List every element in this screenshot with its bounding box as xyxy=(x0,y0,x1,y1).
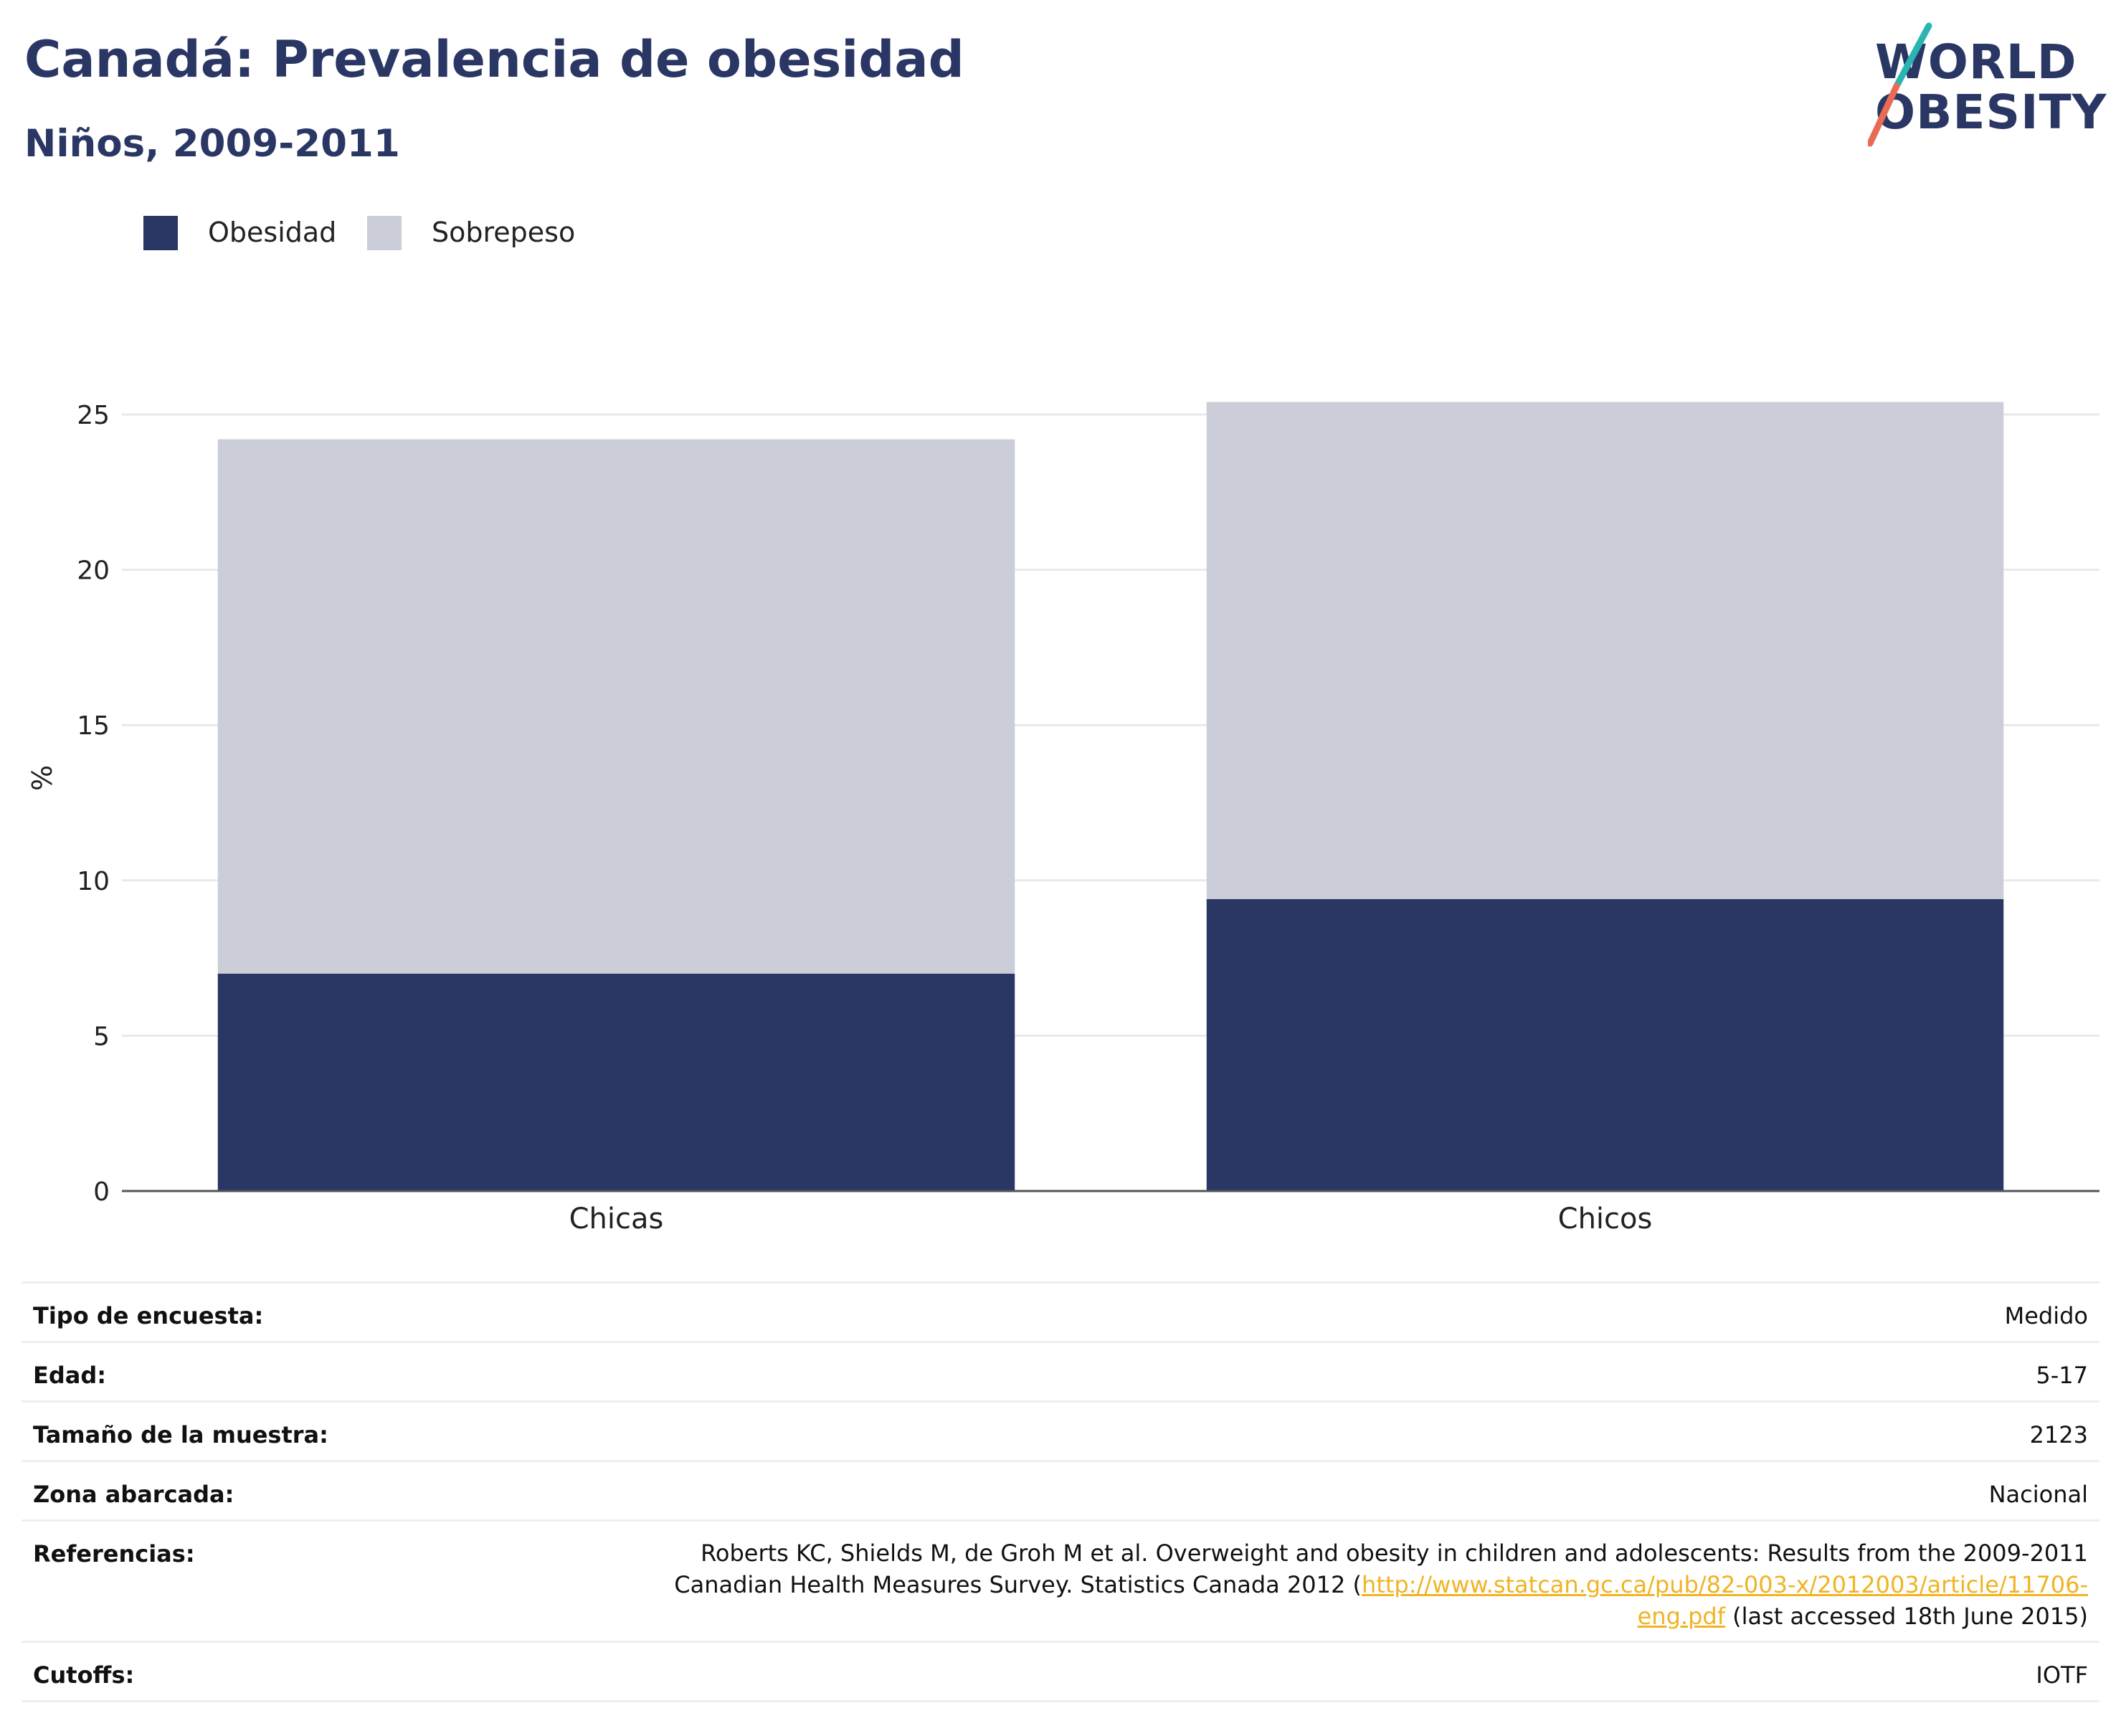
meta-value: IOTF xyxy=(2036,1661,2088,1689)
references-text: Roberts KC, Shields M, de Groh M et al. … xyxy=(618,1537,2088,1632)
logo-word-obesity: OBESITY xyxy=(1875,85,2107,140)
legend-swatch-obesidad xyxy=(143,216,178,250)
meta-row-cutoffs: Cutoffs: IOTF xyxy=(22,1641,2099,1702)
y-tick-label: 25 xyxy=(77,401,110,430)
bar-sobrepeso-chicas xyxy=(217,439,1015,974)
legend-label-obesidad: Obesidad xyxy=(208,217,337,248)
meta-key: Zona abarcada: xyxy=(33,1481,234,1508)
meta-value: Nacional xyxy=(1988,1481,2088,1508)
meta-key: Referencias: xyxy=(33,1540,195,1567)
meta-row-zona: Zona abarcada: Nacional xyxy=(22,1460,2099,1519)
meta-key: Cutoffs: xyxy=(33,1661,135,1689)
y-tick-label: 15 xyxy=(77,711,110,741)
bar-obesidad-chicas xyxy=(217,973,1015,1191)
x-tick-label: Chicos xyxy=(1558,1203,1653,1235)
world-obesity-logo: WORLD OBESITY xyxy=(1868,22,2107,151)
y-tick-label: 0 xyxy=(93,1177,110,1207)
meta-value: Medido xyxy=(2004,1302,2088,1329)
bar-sobrepeso-chicos xyxy=(1206,402,2004,899)
y-axis-label: % xyxy=(27,765,58,791)
meta-row-muestra: Tamaño de la muestra: 2123 xyxy=(22,1400,2099,1460)
meta-row-tipo: Tipo de encuesta: Medido xyxy=(22,1281,2099,1341)
y-tick-label: 20 xyxy=(77,556,110,586)
meta-key: Tamaño de la muestra: xyxy=(33,1421,328,1448)
meta-row-edad: Edad: 5-17 xyxy=(22,1341,2099,1400)
references-text-before: Roberts KC, Shields M, de Groh M et al. … xyxy=(674,1540,2088,1598)
legend-label-sobrepeso: Sobrepeso xyxy=(432,217,576,248)
references-link[interactable]: http://www.statcan.gc.ca/pub/82-003-x/20… xyxy=(1362,1571,2088,1630)
legend-swatch-sobrepeso xyxy=(367,216,402,250)
y-tick-label: 5 xyxy=(93,1022,110,1051)
page-title: Canadá: Prevalencia de obesidad xyxy=(24,30,964,89)
survey-info-table: Tipo de encuesta: Medido Edad: 5-17 Tama… xyxy=(22,1281,2099,1702)
meta-row-referencias: Referencias: Roberts KC, Shields M, de G… xyxy=(22,1519,2099,1641)
logo-slash-icon xyxy=(1868,22,1932,147)
meta-key: Tipo de encuesta: xyxy=(33,1302,264,1329)
meta-key: Edad: xyxy=(33,1362,107,1389)
bar-obesidad-chicos xyxy=(1206,898,2004,1191)
y-tick-label: 10 xyxy=(77,867,110,896)
meta-value: 2123 xyxy=(2029,1421,2088,1448)
references-text-after: (last accessed 18th June 2015) xyxy=(1724,1603,2088,1630)
meta-value: 5-17 xyxy=(2036,1362,2088,1389)
page-subtitle: Niños, 2009-2011 xyxy=(24,122,400,166)
stacked-bar-chart: 0 5 10 15 20 25% Chicas Chicos xyxy=(27,401,2099,1235)
x-tick-label: Chicas xyxy=(569,1203,664,1235)
